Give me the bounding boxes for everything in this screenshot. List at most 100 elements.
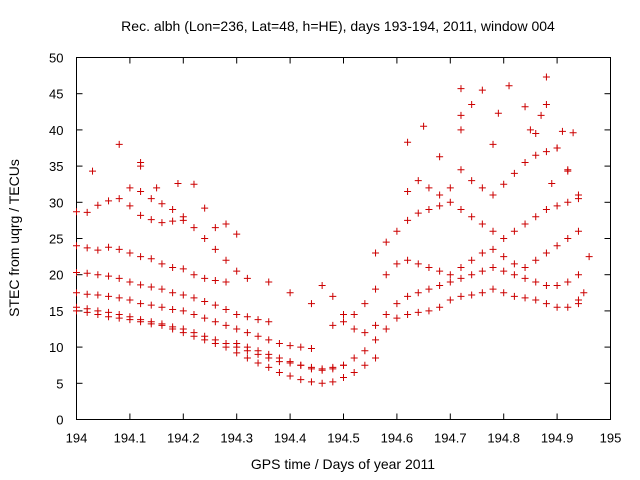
data-point bbox=[574, 227, 582, 235]
data-point bbox=[542, 101, 550, 109]
data-point bbox=[532, 278, 540, 286]
data-point bbox=[318, 379, 326, 387]
data-point bbox=[265, 318, 273, 326]
y-tick-label: 15 bbox=[49, 304, 63, 319]
x-tick-label: 194.6 bbox=[381, 431, 414, 446]
data-point bbox=[243, 354, 251, 362]
data-point bbox=[126, 202, 134, 210]
data-point bbox=[126, 296, 134, 304]
data-point bbox=[318, 282, 326, 290]
x-tick-label: 194.9 bbox=[541, 431, 574, 446]
data-point bbox=[222, 321, 230, 329]
data-point bbox=[318, 366, 326, 374]
data-point bbox=[457, 292, 465, 300]
data-point bbox=[580, 289, 588, 297]
data-point bbox=[297, 343, 305, 351]
data-point bbox=[233, 325, 241, 333]
data-point bbox=[494, 109, 502, 117]
data-point bbox=[158, 219, 166, 227]
x-tick-label: 194.4 bbox=[274, 431, 307, 446]
data-point bbox=[286, 342, 294, 350]
data-point bbox=[73, 307, 80, 315]
data-point bbox=[404, 216, 412, 224]
data-point bbox=[425, 307, 433, 315]
y-tick-label: 45 bbox=[49, 87, 63, 102]
data-point bbox=[222, 343, 230, 351]
y-tick-label: 5 bbox=[56, 376, 63, 391]
data-point bbox=[115, 245, 123, 253]
data-point bbox=[329, 292, 337, 300]
data-point bbox=[372, 336, 380, 344]
data-point bbox=[211, 339, 219, 347]
data-point bbox=[457, 111, 465, 119]
data-point bbox=[510, 292, 518, 300]
data-point bbox=[505, 82, 513, 90]
data-point bbox=[446, 271, 454, 279]
data-point bbox=[94, 291, 102, 299]
data-point bbox=[500, 267, 508, 275]
data-point bbox=[307, 345, 315, 353]
data-point bbox=[115, 294, 123, 302]
data-point bbox=[169, 289, 177, 297]
chart-title: Rec. albh (Lon=236, Lat=48, h=HE), days … bbox=[121, 18, 555, 34]
data-point bbox=[73, 242, 80, 250]
y-axis-label: STEC from uqrg / TECUs bbox=[6, 159, 22, 317]
data-point bbox=[340, 374, 347, 382]
data-point bbox=[286, 372, 294, 380]
data-point bbox=[489, 245, 497, 253]
data-point bbox=[73, 269, 80, 277]
data-point bbox=[361, 361, 369, 369]
data-point bbox=[105, 243, 113, 251]
data-point bbox=[243, 313, 251, 321]
x-tick-label: 194.5 bbox=[327, 431, 360, 446]
data-point bbox=[350, 325, 358, 333]
data-point bbox=[190, 332, 198, 340]
data-point bbox=[372, 354, 380, 362]
data-point bbox=[158, 260, 166, 268]
data-point bbox=[190, 294, 198, 302]
data-point bbox=[361, 329, 369, 337]
data-point bbox=[329, 321, 337, 329]
data-point bbox=[190, 271, 198, 279]
x-tick-label: 194.2 bbox=[167, 431, 200, 446]
data-point bbox=[521, 220, 529, 228]
data-point bbox=[158, 200, 166, 208]
data-point bbox=[532, 213, 540, 221]
data-point bbox=[350, 354, 358, 362]
data-point bbox=[478, 184, 486, 192]
data-point bbox=[83, 290, 91, 298]
data-point bbox=[564, 198, 572, 206]
data-point bbox=[564, 303, 572, 311]
data-point bbox=[446, 278, 454, 286]
data-point bbox=[137, 318, 145, 326]
data-point bbox=[446, 296, 454, 304]
data-point bbox=[153, 184, 161, 192]
data-point bbox=[500, 235, 508, 242]
data-point bbox=[404, 187, 412, 195]
data-point bbox=[468, 256, 476, 264]
data-point bbox=[436, 202, 444, 210]
data-point bbox=[307, 365, 315, 373]
data-point bbox=[468, 271, 476, 279]
data-point bbox=[158, 285, 166, 293]
data-point bbox=[105, 313, 113, 321]
data-point bbox=[94, 271, 102, 279]
data-point bbox=[446, 198, 454, 206]
data-point bbox=[425, 184, 433, 192]
data-point bbox=[404, 292, 412, 300]
data-point bbox=[350, 368, 358, 376]
data-point bbox=[446, 184, 454, 192]
data-point bbox=[372, 321, 380, 329]
data-point bbox=[201, 314, 209, 322]
data-point bbox=[137, 187, 145, 195]
data-point bbox=[526, 126, 534, 134]
y-tick-label: 50 bbox=[49, 51, 63, 66]
data-point bbox=[521, 158, 529, 166]
data-point bbox=[532, 151, 540, 159]
data-point bbox=[201, 336, 209, 344]
data-point bbox=[222, 220, 230, 228]
data-point bbox=[73, 208, 80, 216]
data-point bbox=[532, 130, 540, 138]
data-point bbox=[574, 296, 582, 304]
data-point bbox=[489, 285, 497, 293]
